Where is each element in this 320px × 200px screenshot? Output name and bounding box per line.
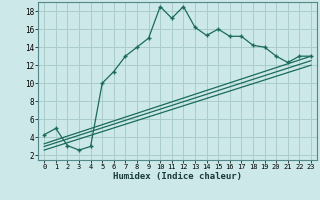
X-axis label: Humidex (Indice chaleur): Humidex (Indice chaleur) bbox=[113, 172, 242, 181]
